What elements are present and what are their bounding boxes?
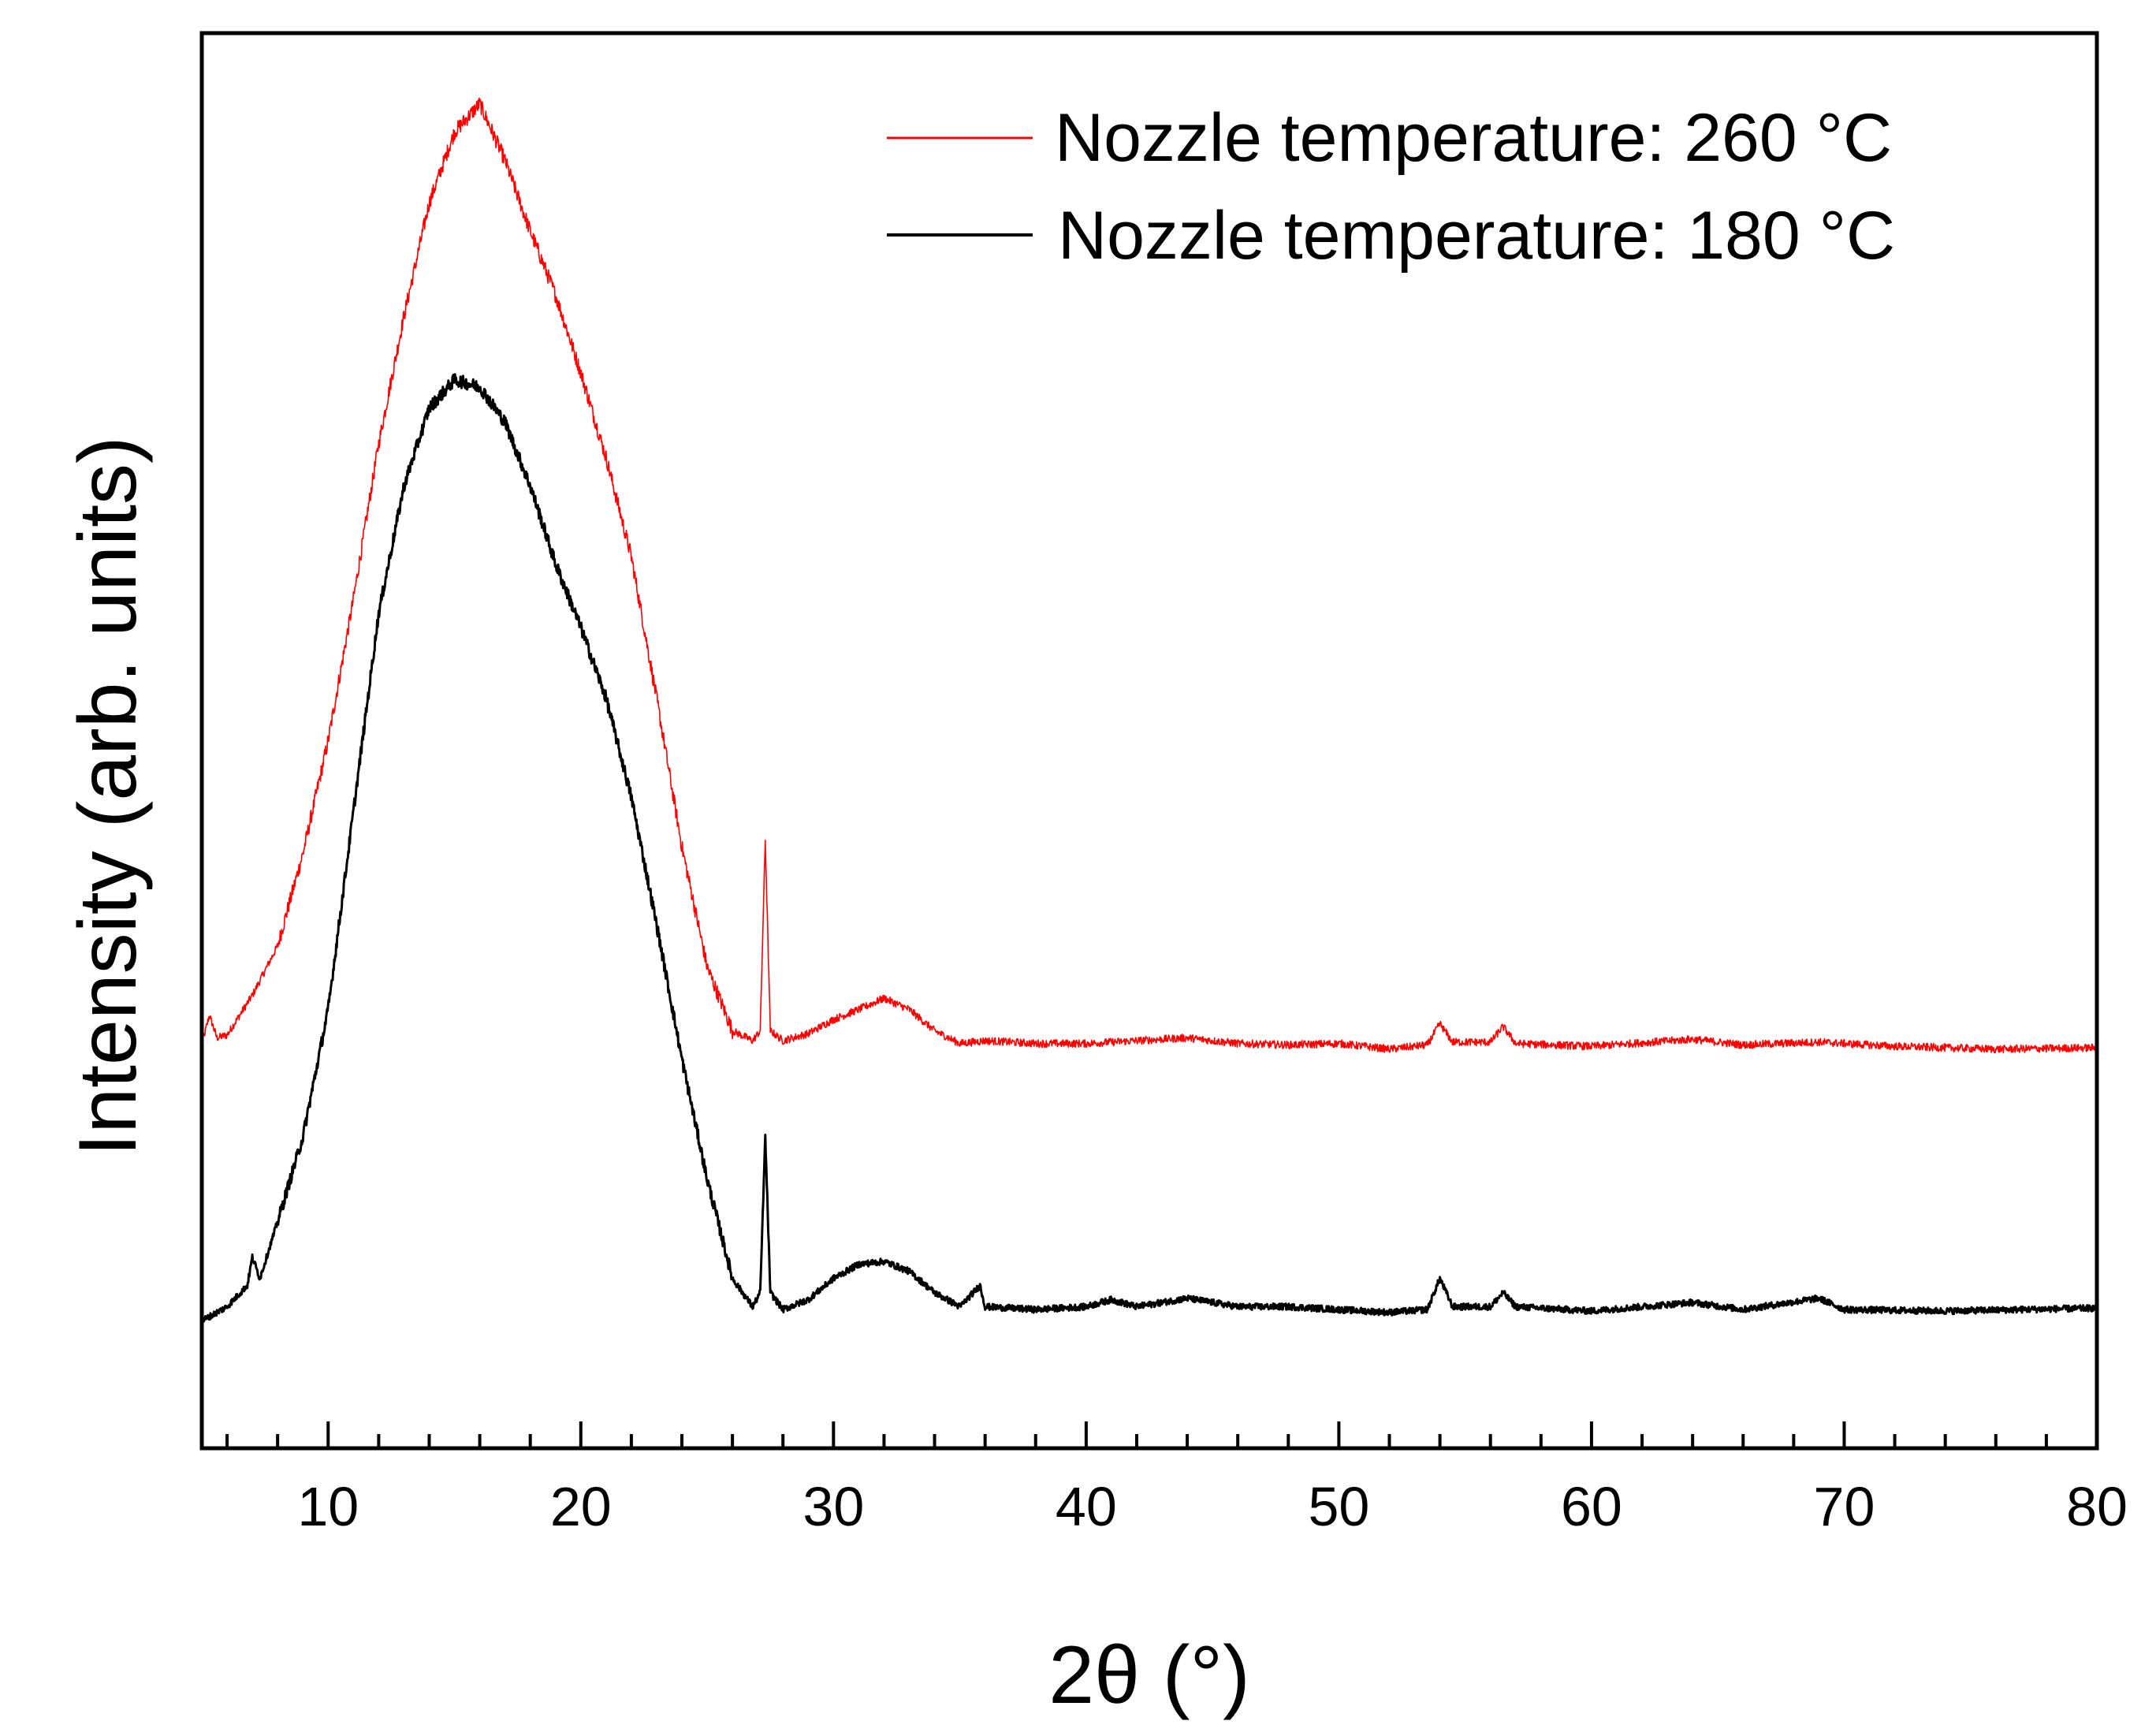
legend-label-180: Nozzle temperature: 180 °C	[1058, 198, 1895, 274]
x-tick-label: 70	[1814, 1476, 1875, 1537]
x-tick-label: 30	[802, 1476, 864, 1537]
x-axis-title: 2θ (°)	[1048, 1630, 1249, 1721]
x-tick-label: 50	[1308, 1476, 1369, 1537]
series-layer	[200, 97, 2098, 1323]
legend: Nozzle temperature: 260 °C Nozzle temper…	[887, 100, 1895, 274]
series-line-1	[200, 373, 2098, 1323]
x-axis-ticks	[225, 1421, 2098, 1448]
series-line-0	[201, 97, 2098, 1054]
x-tick-label: 20	[550, 1476, 612, 1537]
x-axis-tick-labels: 10 20 30 40 50 60 70 80	[297, 1476, 2128, 1537]
y-axis-title: Intensity (arb. units)	[62, 436, 154, 1156]
x-tick-label: 80	[2066, 1476, 2128, 1537]
legend-label-260: Nozzle temperature: 260 °C	[1055, 100, 1892, 176]
x-tick-label: 10	[297, 1476, 359, 1537]
x-tick-label: 60	[1561, 1476, 1622, 1537]
x-tick-label: 40	[1056, 1476, 1117, 1537]
plot-frame	[199, 31, 2099, 1451]
